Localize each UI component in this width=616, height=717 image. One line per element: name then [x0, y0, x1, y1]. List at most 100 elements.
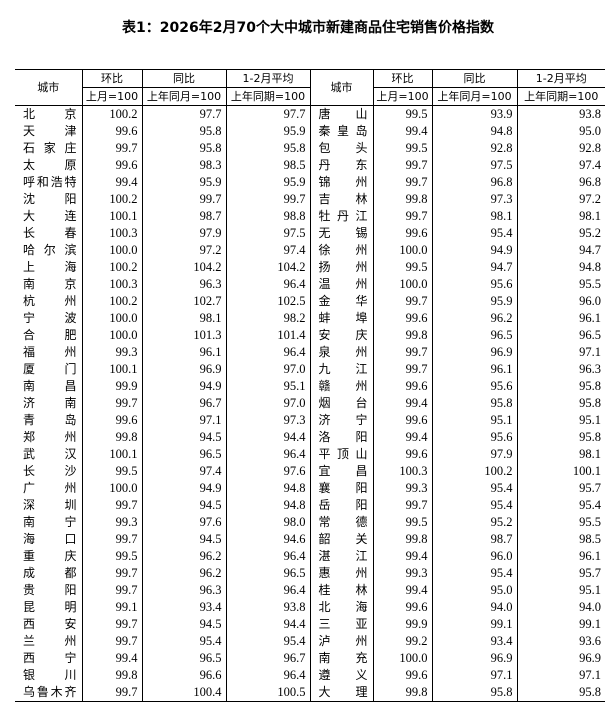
mom-value: 99.8: [372, 684, 432, 702]
mom-value: 100.1: [81, 446, 142, 463]
avg-value: 93.6: [516, 633, 605, 650]
yoy-value: 95.2: [431, 514, 517, 531]
mom-value: 100.1: [81, 208, 142, 225]
mom-value: 99.4: [372, 582, 432, 599]
avg-value: 95.9: [225, 123, 310, 140]
avg-value: 97.6: [225, 463, 310, 480]
table-row: 济南 99.7 96.7 97.0 烟台 99.4 95.8 95.8: [15, 395, 605, 412]
mom-value: 99.8: [81, 667, 142, 684]
avg-value: 95.8: [516, 429, 605, 446]
yoy-value: 95.4: [431, 480, 517, 497]
yoy-value: 97.2: [141, 242, 226, 259]
city-name: 丹东: [309, 157, 373, 174]
yoy-value: 94.5: [141, 531, 226, 548]
mom-value: 99.8: [372, 531, 432, 548]
city-name: 三亚: [309, 616, 373, 633]
city-name: 烟台: [309, 395, 373, 412]
city-name: 昆明: [23, 600, 77, 614]
header-mom: 环比: [372, 69, 432, 88]
city-name: 广州: [23, 481, 77, 495]
avg-value: 97.7: [225, 105, 310, 123]
city-name: 泸州: [309, 633, 373, 650]
yoy-value: 95.8: [141, 123, 226, 140]
avg-value: 95.8: [225, 140, 310, 157]
avg-value: 95.7: [516, 480, 605, 497]
city-name: 福州: [23, 345, 77, 359]
city-name: 银川: [23, 668, 77, 682]
yoy-value: 96.6: [141, 667, 226, 684]
table-row: 厦门 100.1 96.9 97.0 九江 99.7 96.1 96.3: [15, 361, 605, 378]
mom-value: 99.2: [372, 633, 432, 650]
city-name: 呼和浩特: [23, 175, 77, 189]
header-avg-base: 上年同期=100: [225, 87, 310, 106]
yoy-value: 97.5: [431, 157, 517, 174]
yoy-value: 99.1: [431, 616, 517, 633]
mom-value: 100.3: [81, 276, 142, 293]
city-name: 宜昌: [309, 463, 373, 480]
mom-value: 99.5: [372, 514, 432, 531]
city-name: 北海: [309, 599, 373, 616]
mom-value: 99.7: [372, 174, 432, 191]
avg-value: 95.5: [516, 276, 605, 293]
header-row: 城市 环比 同比 1-2月平均 城市 环比 同比 1-2月平均: [15, 69, 605, 106]
table-row: 郑州 99.8 94.5 94.4 洛阳 99.4 95.6 95.8: [15, 429, 605, 446]
mom-value: 99.8: [372, 191, 432, 208]
mom-value: 99.7: [81, 395, 142, 412]
header-yoy-base: 上年同月=100: [431, 87, 517, 106]
city-name: 沈阳: [23, 192, 77, 206]
yoy-value: 94.5: [141, 497, 226, 514]
yoy-value: 100.4: [141, 684, 226, 702]
city-name: 岳阳: [309, 497, 373, 514]
avg-value: 94.8: [516, 259, 605, 276]
city-name: 无锡: [309, 225, 373, 242]
header-yoy: 同比: [141, 69, 226, 88]
avg-value: 96.1: [516, 310, 605, 327]
avg-value: 98.5: [516, 531, 605, 548]
city-name: 石家庄: [23, 141, 77, 155]
yoy-value: 96.9: [431, 344, 517, 361]
table-row: 西安 99.7 94.5 94.4 三亚 99.9 99.1 99.1: [15, 616, 605, 633]
table-row: 沈阳 100.2 99.7 99.7 吉林 99.8 97.3 97.2: [15, 191, 605, 208]
table-row: 北京 100.2 97.7 97.7 唐山 99.5 93.9 93.8: [15, 105, 605, 123]
avg-value: 95.1: [225, 378, 310, 395]
avg-value: 98.1: [516, 208, 605, 225]
yoy-value: 96.0: [431, 548, 517, 565]
mom-value: 99.5: [81, 548, 142, 565]
table-row: 南昌 99.9 94.9 95.1 赣州 99.6 95.6 95.8: [15, 378, 605, 395]
avg-value: 96.5: [225, 565, 310, 582]
mom-value: 99.9: [372, 616, 432, 633]
city-name: 秦皇岛: [309, 123, 373, 140]
avg-value: 95.8: [516, 684, 605, 702]
mom-value: 99.7: [372, 157, 432, 174]
yoy-value: 98.7: [431, 531, 517, 548]
mom-value: 99.4: [81, 174, 142, 191]
avg-value: 96.0: [516, 293, 605, 310]
mom-value: 99.5: [372, 140, 432, 157]
yoy-value: 95.1: [431, 412, 517, 429]
table-row: 昆明 99.1 93.4 93.8 北海 99.6 94.0 94.0: [15, 599, 605, 616]
avg-value: 98.8: [225, 208, 310, 225]
mom-value: 99.6: [81, 157, 142, 174]
yoy-value: 93.9: [431, 105, 517, 123]
yoy-value: 104.2: [141, 259, 226, 276]
avg-value: 96.7: [225, 650, 310, 667]
mom-value: 99.6: [372, 446, 432, 463]
mom-value: 100.0: [372, 242, 432, 259]
avg-value: 99.7: [225, 191, 310, 208]
header-yoy-base: 上年同月=100: [141, 87, 226, 106]
table-row: 长春 100.3 97.9 97.5 无锡 99.6 95.4 95.2: [15, 225, 605, 242]
table-row: 贵阳 99.7 96.3 96.4 桂林 99.4 95.0 95.1: [15, 582, 605, 599]
avg-value: 95.4: [516, 497, 605, 514]
city-name: 长沙: [23, 464, 77, 478]
yoy-value: 97.1: [141, 412, 226, 429]
mom-value: 99.7: [81, 565, 142, 582]
yoy-value: 95.9: [431, 293, 517, 310]
mom-value: 100.3: [372, 463, 432, 480]
yoy-value: 95.4: [431, 497, 517, 514]
mom-value: 99.4: [372, 429, 432, 446]
yoy-value: 101.3: [141, 327, 226, 344]
yoy-value: 95.9: [141, 174, 226, 191]
city-name: 西宁: [23, 651, 77, 665]
yoy-value: 94.8: [431, 123, 517, 140]
avg-value: 93.8: [225, 599, 310, 616]
